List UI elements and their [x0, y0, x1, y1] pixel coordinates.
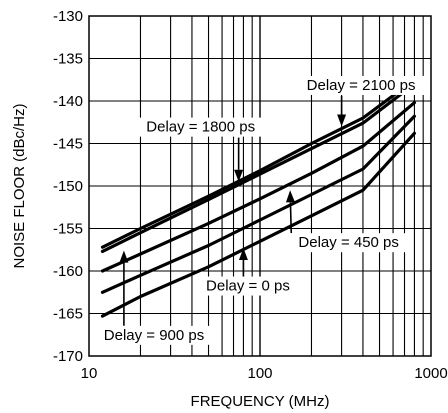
- annotation-label-3: Delay = 0 ps: [195, 276, 301, 296]
- annotation-label-bg: [93, 325, 215, 345]
- annotation-arrow-line: [289, 202, 293, 234]
- plot-frame: [88, 15, 432, 357]
- y-tick-label: -135: [53, 51, 83, 68]
- annotation-arrowhead: [234, 169, 244, 182]
- y-tick-label: -130: [53, 8, 83, 25]
- y-tick-label: -150: [53, 178, 83, 195]
- tick-labels: 10 100 1000 -130 -135 -140 -145 -150 -155 -160 -16…: [53, 8, 448, 382]
- x-axis-title: FREQUENCY (MHz): [191, 393, 330, 410]
- annotation-label-bg: [136, 117, 266, 137]
- x-tick-label: 10: [81, 365, 98, 382]
- y-tick-label: -155: [53, 221, 83, 238]
- annotation-label-text: Delay = 2100 ps: [307, 77, 416, 94]
- annotation-label-0: Delay = 2100 ps: [296, 75, 426, 95]
- annotation-label-2: Delay = 450 ps: [288, 233, 410, 253]
- series-line-1: [100, 82, 416, 253]
- series-line-3: [100, 114, 416, 294]
- y-tick-label: -145: [53, 136, 83, 153]
- annotation-label-bg: [288, 233, 410, 253]
- annotation-arrows: [119, 95, 347, 326]
- series-layer: [100, 78, 416, 318]
- y-tick-label: -160: [53, 263, 83, 280]
- annotation-arrowhead: [119, 250, 129, 263]
- annotation-labels: Delay = 2100 ps Delay = 1800 ps Delay = 45…: [93, 75, 426, 345]
- annotation-label-text: Delay = 900 ps: [104, 327, 204, 344]
- annotation-label-1: Delay = 1800 ps: [136, 117, 266, 137]
- annotation-label-bg: [195, 276, 301, 296]
- y-axis-title: NOISE FLOOR (dBc/Hz): [11, 103, 28, 268]
- annotation-label-bg: [296, 75, 426, 95]
- y-tick-label: -140: [53, 93, 83, 110]
- y-tick-label: -165: [53, 306, 83, 323]
- y-tick-label: -170: [53, 348, 83, 365]
- annotation-arrowhead: [337, 114, 347, 127]
- series-line-2: [100, 101, 416, 273]
- annotation-arrowhead: [285, 190, 295, 203]
- annotation-label-4: Delay = 900 ps: [93, 325, 215, 345]
- annotation-label-text: Delay = 1800 ps: [146, 119, 255, 136]
- grid: [89, 16, 431, 356]
- annotation-label-text: Delay = 0 ps: [206, 278, 290, 295]
- annotation-label-text: Delay = 450 ps: [298, 234, 398, 251]
- x-tick-label: 100: [247, 365, 272, 382]
- series-line-4: [100, 131, 416, 318]
- annotation-arrowhead: [238, 248, 248, 261]
- series-line-0: [100, 78, 416, 249]
- x-tick-label: 1000: [414, 365, 447, 382]
